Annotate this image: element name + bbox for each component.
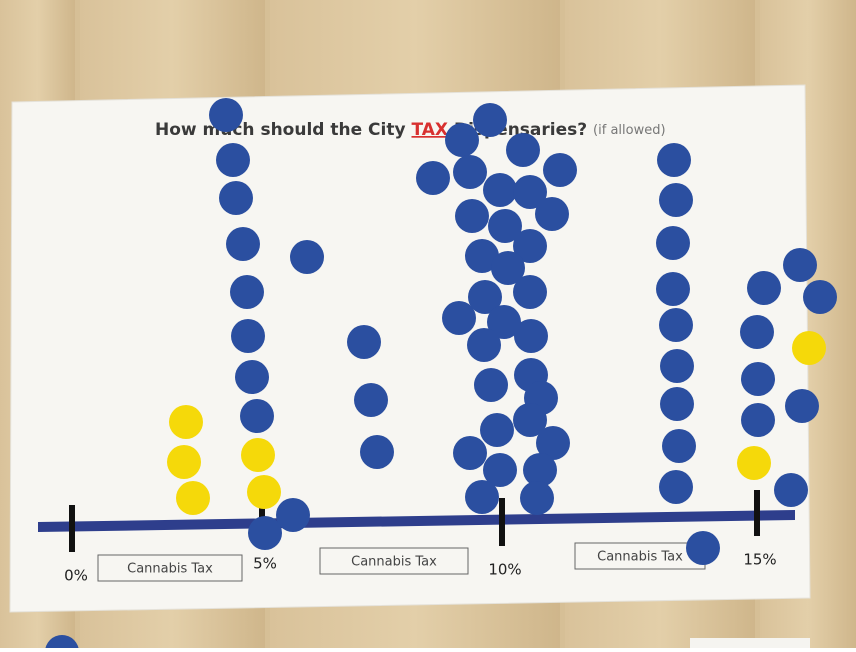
blue-dot bbox=[747, 271, 781, 305]
blue-dot bbox=[219, 181, 253, 215]
blue-dot bbox=[659, 308, 693, 342]
title-emphasis: TAX bbox=[411, 120, 448, 140]
photo: How much should the City TAX Dispensarie… bbox=[0, 0, 856, 648]
blue-dot bbox=[483, 173, 517, 207]
label-box-text: Cannabis Tax bbox=[597, 550, 683, 565]
title-lead: How much should the City bbox=[155, 120, 406, 140]
axis-label: 0% bbox=[64, 567, 88, 585]
blue-dot bbox=[235, 360, 269, 394]
blue-dot bbox=[774, 473, 808, 507]
blue-dot bbox=[514, 319, 548, 353]
blue-dot bbox=[216, 143, 250, 177]
blue-dot bbox=[248, 516, 282, 550]
label-box-text: Cannabis Tax bbox=[351, 555, 437, 570]
blue-dot bbox=[520, 481, 554, 515]
blue-dot bbox=[416, 161, 450, 195]
blue-dot bbox=[231, 319, 265, 353]
blue-dot bbox=[290, 240, 324, 274]
blue-dot bbox=[480, 413, 514, 447]
yellow-dot bbox=[792, 331, 826, 365]
blue-dot bbox=[535, 197, 569, 231]
yellow-dot bbox=[169, 405, 203, 439]
axis-label: 15% bbox=[743, 551, 776, 569]
yellow-dot bbox=[737, 446, 771, 480]
blue-dot bbox=[785, 389, 819, 423]
yellow-dot bbox=[167, 445, 201, 479]
blue-dot bbox=[741, 403, 775, 437]
blue-dot bbox=[662, 429, 696, 463]
blue-dot bbox=[442, 301, 476, 335]
blue-dot bbox=[741, 362, 775, 396]
blue-dot bbox=[209, 98, 243, 132]
blue-dot bbox=[740, 315, 774, 349]
blue-dot bbox=[513, 275, 547, 309]
blue-dot bbox=[453, 155, 487, 189]
blue-dot bbox=[467, 328, 501, 362]
blue-dot bbox=[659, 470, 693, 504]
blue-dot bbox=[465, 480, 499, 514]
blue-dot bbox=[656, 272, 690, 306]
blue-dot bbox=[543, 153, 577, 187]
blue-dot bbox=[657, 143, 691, 177]
blue-dot bbox=[660, 349, 694, 383]
blue-dot bbox=[455, 199, 489, 233]
label-box-text: Cannabis Tax bbox=[127, 562, 213, 577]
blue-dot bbox=[445, 123, 479, 157]
yellow-dot bbox=[247, 475, 281, 509]
axis-label: 5% bbox=[253, 555, 277, 573]
paper-edge bbox=[690, 638, 810, 648]
blue-dot bbox=[276, 498, 310, 532]
blue-dot bbox=[347, 325, 381, 359]
blue-dot bbox=[360, 435, 394, 469]
blue-dot bbox=[783, 248, 817, 282]
blue-dot bbox=[453, 436, 487, 470]
blue-dot bbox=[230, 275, 264, 309]
blue-dot bbox=[354, 383, 388, 417]
blue-dot bbox=[473, 103, 507, 137]
blue-dot bbox=[660, 387, 694, 421]
blue-dot bbox=[474, 368, 508, 402]
blue-dot bbox=[659, 183, 693, 217]
axis-label: 10% bbox=[488, 561, 521, 579]
blue-dot bbox=[686, 531, 720, 565]
blue-dot bbox=[240, 399, 274, 433]
blue-dot bbox=[803, 280, 837, 314]
blue-dot bbox=[656, 226, 690, 260]
blue-dot bbox=[226, 227, 260, 261]
page: How much should the City TAX Dispensarie… bbox=[0, 0, 856, 648]
title-note: (if allowed) bbox=[593, 123, 666, 138]
blue-dot bbox=[506, 133, 540, 167]
yellow-dot bbox=[176, 481, 210, 515]
yellow-dot bbox=[241, 438, 275, 472]
